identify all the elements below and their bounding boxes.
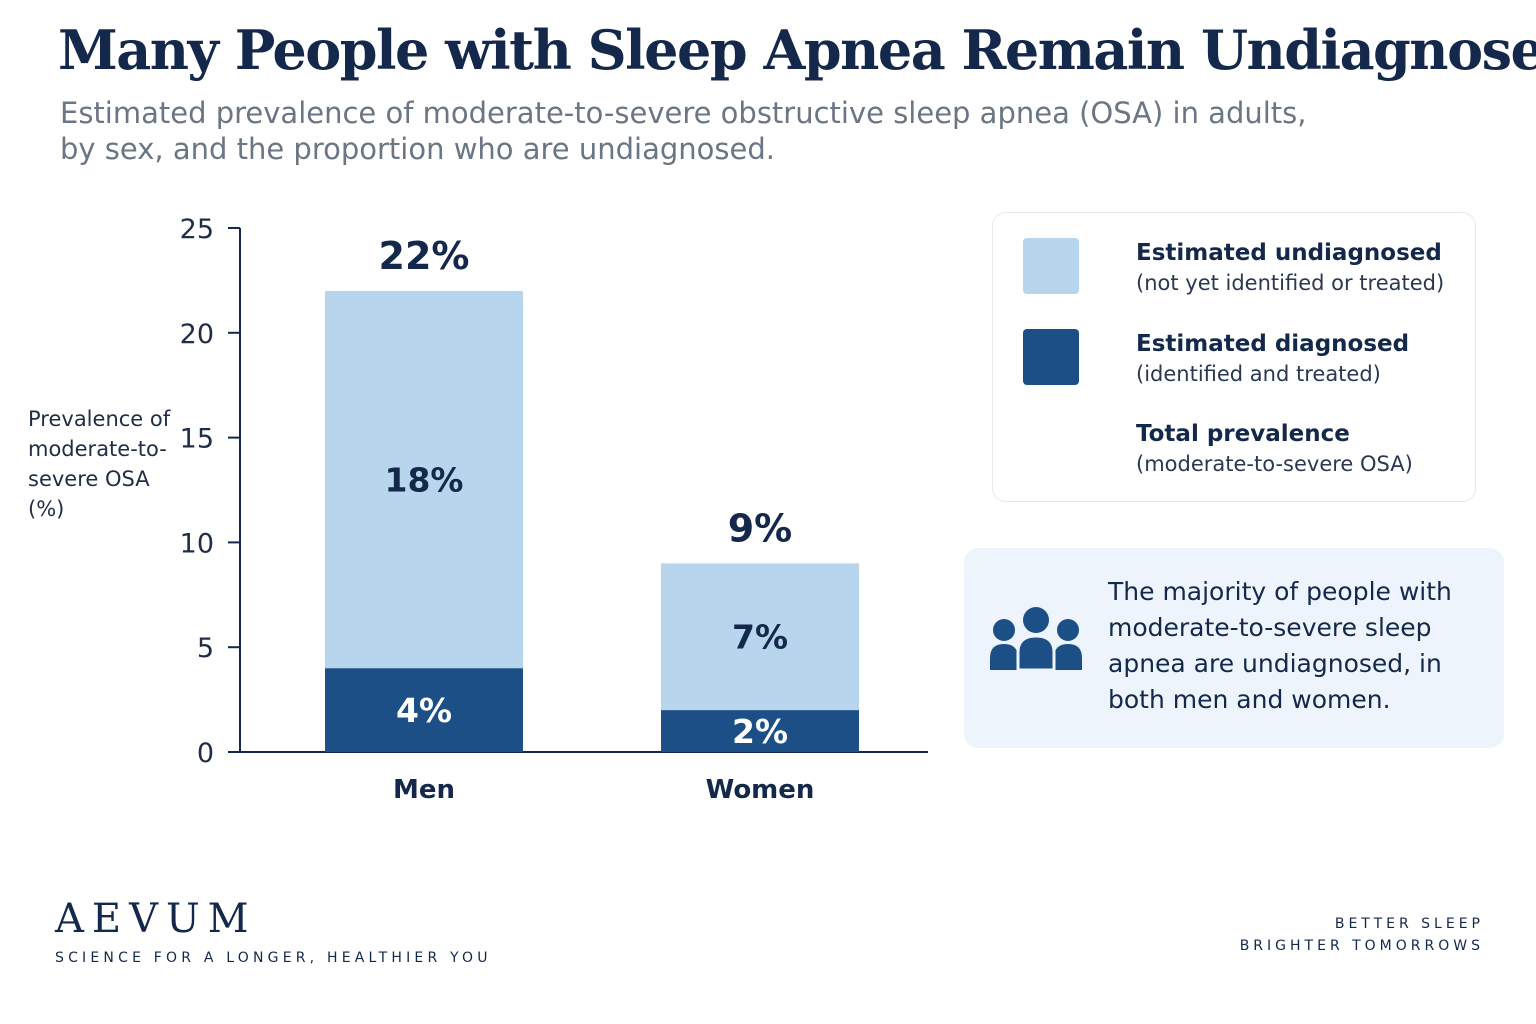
- data-label: 18%: [385, 461, 464, 500]
- legend-sub-diagnosed: (identified and treated): [1136, 362, 1381, 386]
- legend-swatch-undiagnosed: [1023, 238, 1079, 294]
- y-tick-label: 10: [180, 528, 214, 559]
- legend-title-undiagnosed: Estimated undiagnosed: [1136, 240, 1442, 266]
- legend-title-diagnosed: Estimated diagnosed: [1136, 331, 1410, 357]
- y-tick-label: 25: [180, 214, 214, 245]
- y-tick-label: 5: [197, 633, 214, 664]
- y-tick-label: 20: [180, 319, 214, 350]
- brand-tagline: SCIENCE FOR A LONGER, HEALTHIER YOU: [55, 950, 492, 966]
- y-tick-label: 0: [197, 738, 214, 769]
- data-label: 2%: [732, 712, 788, 751]
- total-label: 22%: [379, 234, 470, 278]
- brand-logo: AEVUM: [55, 896, 257, 942]
- legend-title-total: Total prevalence: [1136, 421, 1350, 447]
- data-label: 4%: [396, 691, 452, 730]
- subtitle-line-1: Estimated prevalence of moderate-to-seve…: [60, 96, 1307, 130]
- x-tick-label: Men: [393, 775, 455, 805]
- note-text: The majority of people with moderate-to-…: [1108, 577, 1452, 714]
- y-axis-label: Prevalence of moderate-to-severe OSA (%): [28, 407, 171, 521]
- total-label: 9%: [728, 506, 793, 550]
- bar-segment-women-diagnosed: [661, 710, 859, 752]
- x-tick-label: Women: [706, 775, 815, 805]
- legend-swatch-diagnosed: [1023, 329, 1079, 385]
- legend-sub-total: (moderate-to-severe OSA): [1136, 452, 1413, 476]
- bar-segment-men-diagnosed: [325, 668, 523, 752]
- data-label: 7%: [732, 618, 788, 657]
- subtitle-line-2: by sex, and the proportion who are undia…: [60, 132, 775, 166]
- bar-segment-women-undiagnosed: [661, 563, 859, 711]
- legend-sub-undiagnosed: (not yet identified or treated): [1136, 271, 1445, 295]
- bar-segment-men-undiagnosed: [325, 290, 523, 669]
- chart-title: Many People with Sleep Apnea Remain Undi…: [58, 18, 1536, 82]
- chart-subtitle: Estimated prevalence of moderate-to-seve…: [60, 95, 1380, 167]
- note-callout: The majority of people with moderate-to-…: [964, 548, 1504, 748]
- y-tick-label: 15: [180, 424, 214, 455]
- legend: Estimated undiagnosed (not yet identifie…: [992, 212, 1476, 502]
- people-group-icon: [990, 607, 1082, 672]
- footer-line-1: BETTER SLEEP: [1334, 916, 1484, 932]
- footer-slogan: BETTER SLEEP BRIGHTER TOMORROWS: [1240, 913, 1484, 957]
- footer-line-2: BRIGHTER TOMORROWS: [1239, 938, 1484, 954]
